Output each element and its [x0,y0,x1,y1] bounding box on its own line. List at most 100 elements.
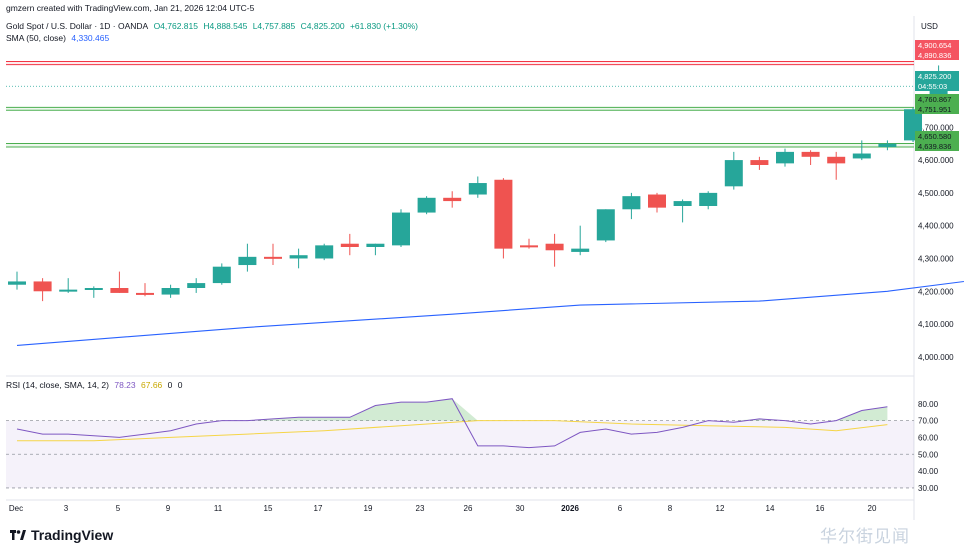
candle-body [545,243,564,251]
time-axis-label: 12 [716,504,725,513]
candle-body [59,289,78,292]
candle-body [443,197,462,202]
sma-label: SMA (50, close) [6,33,66,43]
time-axis-label: 14 [766,504,775,513]
time-axis-label: 20 [868,504,877,513]
candle-body [417,197,436,213]
sma-value: 4,330.465 [71,33,110,43]
watermark: 华尔街见闻 [820,527,910,547]
candle-body [596,209,615,241]
time-axis-label: 16 [816,504,825,513]
candle-body [33,281,52,292]
rsi-background-band [6,420,914,488]
rsi-sma-line [17,420,888,442]
time-axis-label: 15 [264,504,273,513]
rsi-legend[interactable]: RSI (14, close, SMA, 14, 2) 78.23 67.66 … [6,380,186,390]
time-axis-label: 2026 [561,504,579,513]
price-axis-label: 4,900.654 [918,41,951,50]
price-tick-label: 4,700.000 [918,123,954,132]
rsi-tick-label: 50.00 [918,450,939,459]
candle-body [878,143,897,147]
time-axis-label: 9 [166,504,171,513]
rsi-line [16,398,888,449]
candle-body [648,194,666,208]
candle-body [520,245,538,248]
price-axis-label: 04:55:03 [918,82,947,91]
price-axis-label-bg [915,71,959,81]
candle-body [340,243,359,247]
time-axis-label: 3 [64,504,69,513]
price-axis-label: 4,890.836 [918,51,951,60]
time-axis-label: 26 [464,504,473,513]
candle-body [571,248,590,252]
candle-body [136,292,154,295]
candle-body [673,201,692,206]
time-axis-label: 17 [314,504,323,513]
time-axis-label: 8 [668,504,673,513]
time-axis-label: 11 [214,504,223,513]
time-axis-label: Dec [9,504,23,513]
candle-body [289,255,308,259]
candle-body [187,283,206,288]
candle-body [724,160,743,187]
rsi-overbought-fill [17,398,888,421]
candle-body [699,192,718,206]
price-axis-label-bg [915,94,959,104]
candle-body [110,288,129,293]
rsi-tick-label: 70.00 [918,417,939,426]
symbol-line: Gold Spot / U.S. Dollar · 1D · OANDA O4,… [6,21,421,31]
rsi-sma-value: 67.66 [141,380,163,390]
change-value: +61.830 (+1.30%) [349,21,419,31]
sma-line [16,280,964,346]
rsi-value: 78.23 [114,380,136,390]
time-axis-label: 19 [364,504,373,513]
price-axis-label-bg [915,81,959,91]
candle-body [852,153,871,159]
currency-label: USD [921,22,938,31]
sma-legend[interactable]: SMA (50, close) 4,330.465 [6,33,112,43]
zone-band [6,143,914,148]
time-axis-label: 30 [516,504,525,513]
price-tick-label: 4,400.000 [918,222,954,231]
time-axis-label: 5 [116,504,121,513]
price-axis-label-bg [915,141,959,151]
tradingview-logo-icon [10,530,26,540]
candle-body [315,245,334,259]
price-tick-label: 4,100.000 [918,320,954,329]
candle-body [8,281,26,285]
close-value: C4,825.200 [300,21,345,31]
creator-line: gmzern created with TradingView.com, Jan… [6,3,255,13]
price-tick-label: 4,600.000 [918,156,954,165]
price-axis-label: 4,639.836 [918,142,951,151]
candle-body [161,288,180,295]
candle-body [622,196,641,210]
price-axis-label-bg [915,104,959,114]
price-tick-label: 4,000.000 [918,353,954,362]
candle-body [827,156,846,164]
candle-body [212,266,231,284]
price-tick-label: 4,200.000 [918,287,954,296]
tradingview-brand[interactable]: TradingView [31,527,114,543]
candle-body [801,151,820,157]
rsi-tick-label: 80.00 [918,400,939,409]
low-value: L4,757.885 [252,21,296,31]
rsi-tick-label: 60.00 [918,433,939,442]
rsi-tick-label: 30.00 [918,484,939,493]
open-value: O4,762.815 [153,21,198,31]
candle-body [264,256,282,259]
zone-band [6,61,914,65]
rsi-label: RSI (14, close, SMA, 14, 2) [6,380,109,390]
price-axis-label-bg [915,50,959,60]
price-axis-label: 4,825.200 [918,72,951,81]
price-tick-label: 4,500.000 [918,189,954,198]
price-axis-label-bg [915,131,959,141]
candle-body [366,243,385,247]
zone-band [6,107,914,111]
rsi-extra-2: 0 [177,380,183,390]
high-value: H4,888.545 [203,21,248,31]
price-axis-label: 4,760.867 [918,95,951,104]
time-axis-label: 23 [416,504,425,513]
candle-body [84,288,103,290]
price-axis-label-bg [915,40,959,50]
